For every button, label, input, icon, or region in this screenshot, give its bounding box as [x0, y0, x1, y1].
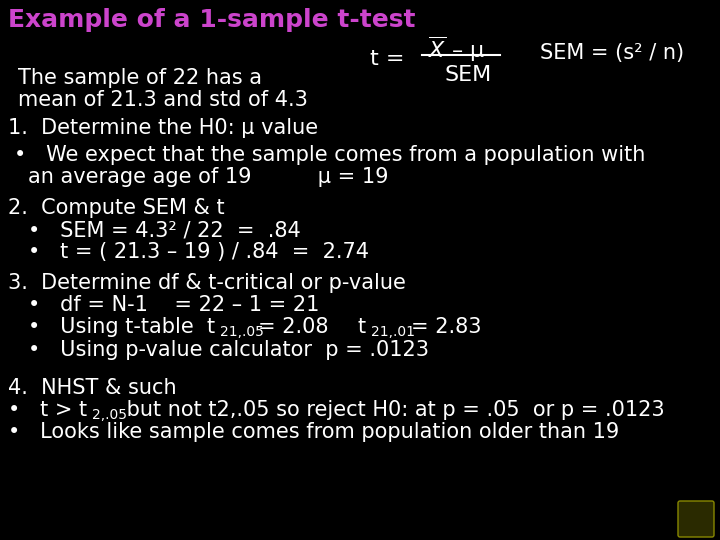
Text: Example of a 1-sample t-test: Example of a 1-sample t-test	[8, 8, 415, 32]
Text: 21,.01: 21,.01	[371, 325, 415, 339]
Text: SEM: SEM	[445, 65, 492, 85]
Text: = 2.08: = 2.08	[258, 317, 328, 337]
Text: SEM = (s² / n): SEM = (s² / n)	[540, 43, 684, 63]
Text: = 2.83: = 2.83	[411, 317, 482, 337]
Text: •   SEM = 4.3² / 22  =  .84: • SEM = 4.3² / 22 = .84	[28, 220, 301, 240]
Text: •   t > t: • t > t	[8, 400, 87, 420]
Text: but not t2,.05 so reject H0: at p = .05  or p = .0123: but not t2,.05 so reject H0: at p = .05 …	[120, 400, 665, 420]
Text: •   df = N-1    = 22 – 1 = 21: • df = N-1 = 22 – 1 = 21	[28, 295, 320, 315]
Text: mean of 21.3 and std of 4.3: mean of 21.3 and std of 4.3	[18, 90, 308, 110]
Text: •   Using t-table  t: • Using t-table t	[28, 317, 215, 337]
Text: an average age of 19          μ = 19: an average age of 19 μ = 19	[28, 167, 389, 187]
Text: 1.  Determine the H0: μ value: 1. Determine the H0: μ value	[8, 118, 318, 138]
Text: 21,.05: 21,.05	[220, 325, 264, 339]
Text: $\overline{X}$ – μ: $\overline{X}$ – μ	[428, 35, 485, 64]
FancyBboxPatch shape	[678, 501, 714, 537]
Text: •   Looks like sample comes from population older than 19: • Looks like sample comes from populatio…	[8, 422, 619, 442]
Text: t =: t =	[370, 49, 405, 69]
Text: t: t	[358, 317, 366, 337]
Text: •   Using p-value calculator  p = .0123: • Using p-value calculator p = .0123	[28, 340, 429, 360]
Text: •   We expect that the sample comes from a population with: • We expect that the sample comes from a…	[14, 145, 645, 165]
Text: The sample of 22 has a: The sample of 22 has a	[18, 68, 262, 88]
Text: 4.  NHST & such: 4. NHST & such	[8, 378, 176, 398]
Text: 2.  Compute SEM & t: 2. Compute SEM & t	[8, 198, 225, 218]
Text: •   t = ( 21.3 – 19 ) / .84  =  2.74: • t = ( 21.3 – 19 ) / .84 = 2.74	[28, 242, 369, 262]
Text: 3.  Determine df & t-critical or p-value: 3. Determine df & t-critical or p-value	[8, 273, 406, 293]
Text: 2,.05: 2,.05	[92, 408, 127, 422]
